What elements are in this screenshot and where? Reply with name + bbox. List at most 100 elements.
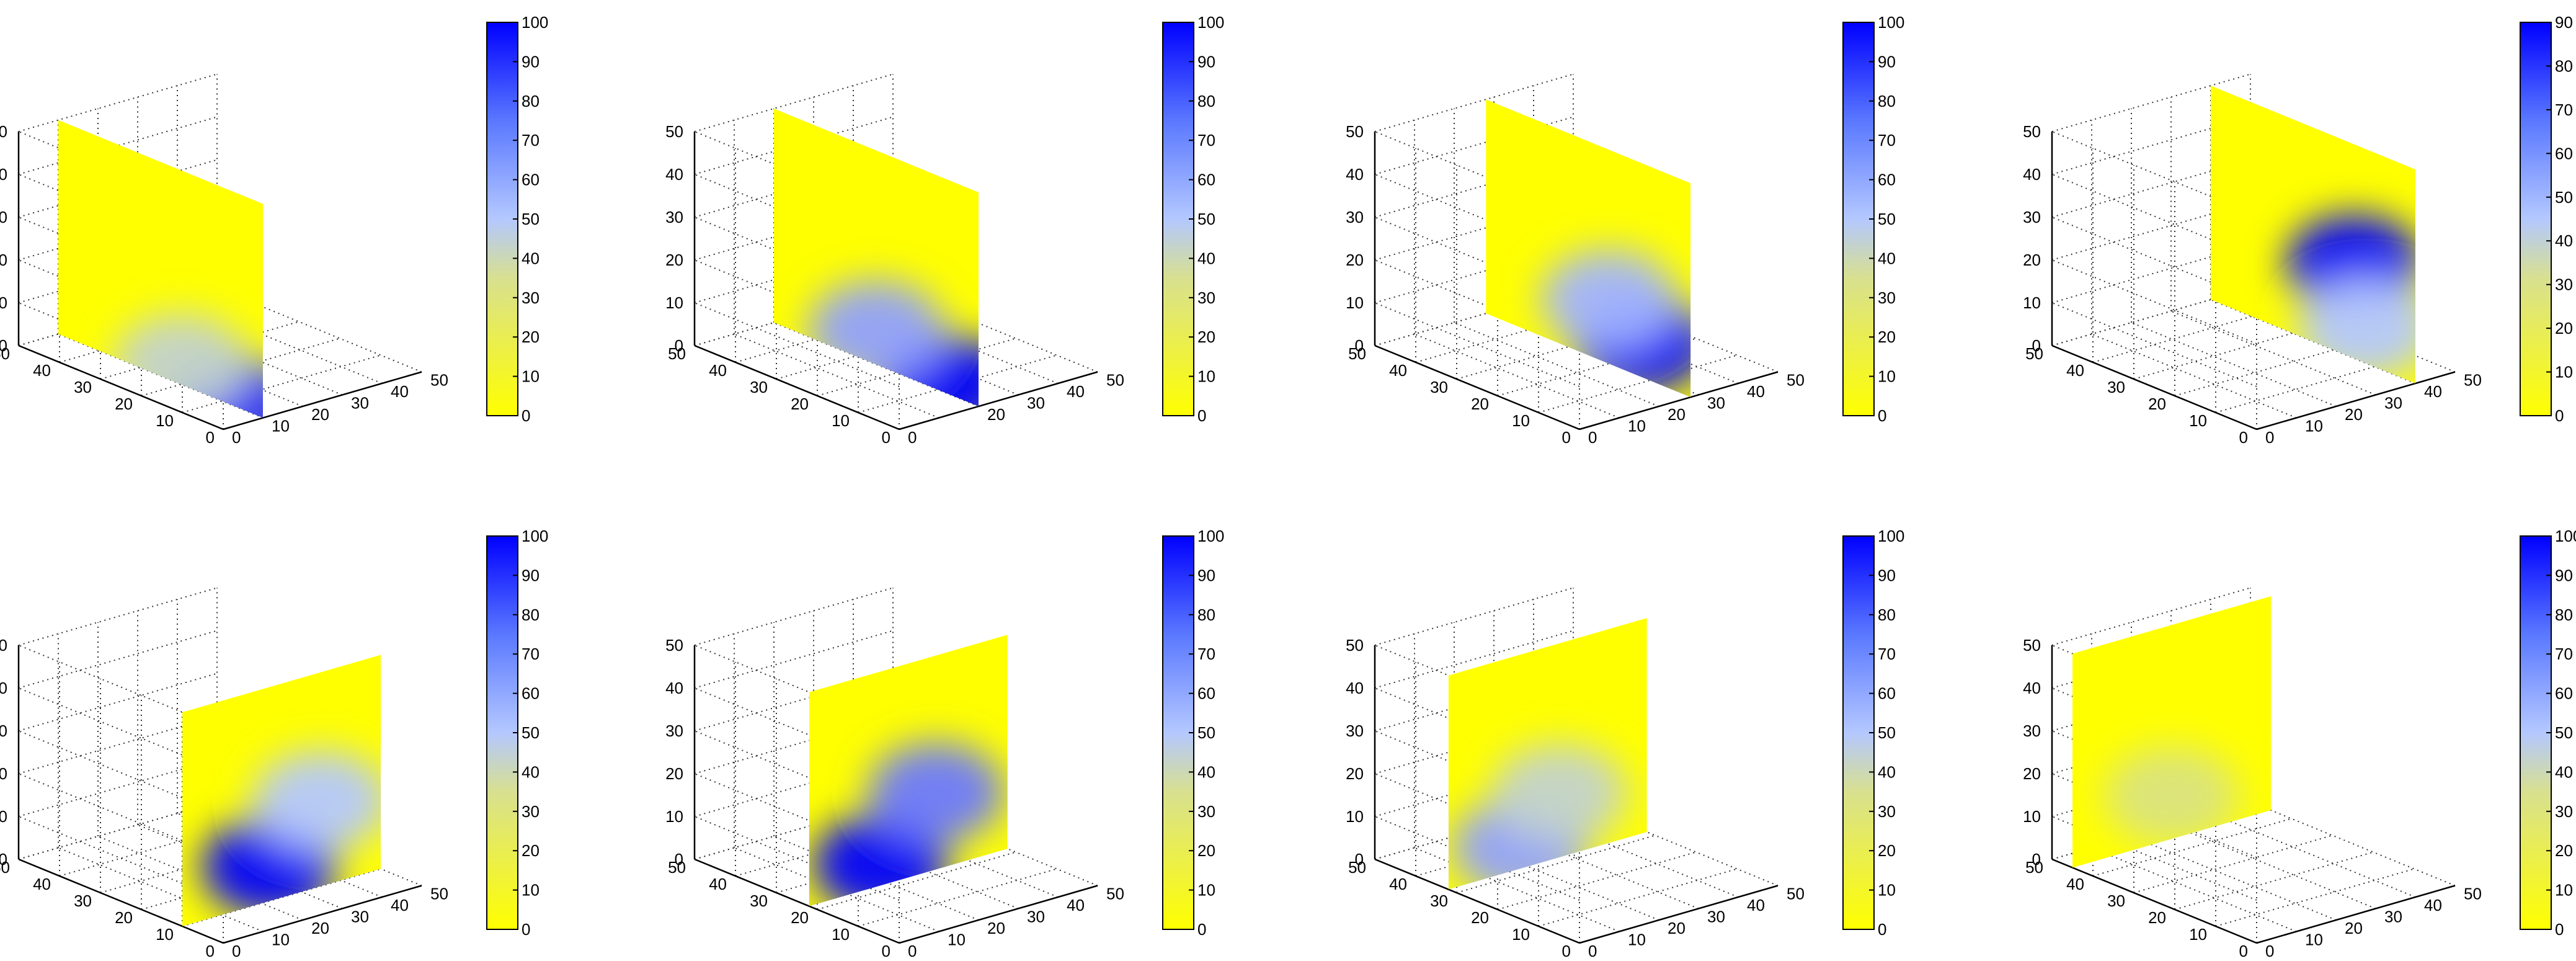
y-axis-line — [2051, 858, 2257, 944]
y-tick-label: 10 — [2189, 411, 2207, 430]
y-tick-label: 50 — [668, 858, 686, 877]
x-axis-line — [2256, 371, 2456, 431]
colorbar-tick-label: 70 — [1878, 131, 1896, 150]
x-tick-label: 20 — [2345, 405, 2363, 424]
grid-line — [1374, 73, 1574, 132]
y-tick-label: 50 — [1348, 344, 1366, 363]
y-tick-label: 30 — [1430, 892, 1448, 910]
colorbar-tick-label: 40 — [522, 762, 540, 781]
y-tick-label: 50 — [2025, 344, 2043, 363]
colorbar-tick-label: 90 — [1197, 52, 1215, 71]
y-tick-label: 10 — [1512, 925, 1530, 944]
grid-line — [1374, 816, 1580, 901]
grid-line — [694, 687, 900, 772]
z-tick-label: 40 — [665, 165, 683, 184]
x-axis-line — [2256, 885, 2456, 944]
axes — [1374, 132, 1779, 431]
x-tick-label: 50 — [430, 885, 448, 903]
x-tick-label: 10 — [948, 931, 966, 949]
y-tick-label: 40 — [1389, 875, 1407, 893]
colorbar-tick-label: 0 — [1197, 920, 1206, 939]
colorbar-gradient — [1842, 22, 1875, 416]
colorbar-tick-label: 20 — [1878, 841, 1896, 860]
grid-line — [18, 131, 224, 216]
grid-line — [1414, 333, 1620, 419]
x-tick-label: 0 — [232, 942, 241, 960]
colorbar-tick-label: 30 — [2555, 802, 2573, 821]
z-tick-label: 40 — [0, 165, 7, 184]
x-tick-label: 20 — [311, 405, 329, 424]
grid-line — [694, 174, 900, 259]
colorbar-tick-label: 100 — [1197, 13, 1224, 32]
axes — [17, 132, 422, 431]
z-tick-label: 0 — [2032, 336, 2041, 355]
y-tick-label: 10 — [2189, 925, 2207, 944]
colorbar-tick-label: 90 — [2555, 13, 2573, 32]
grid-line — [2051, 302, 2257, 387]
x-tick-label: 20 — [1668, 405, 1686, 424]
z-tick-label: 50 — [0, 122, 7, 141]
y-tick-label: 40 — [2066, 875, 2084, 893]
x-tick-label: 20 — [987, 919, 1005, 937]
z-tick-label: 10 — [2023, 293, 2041, 312]
grid-line — [2170, 310, 2376, 396]
z-tick-label: 0 — [675, 850, 683, 869]
y-tick-label: 20 — [1471, 908, 1489, 927]
x-tick-label: 20 — [311, 919, 329, 937]
x-tick-label: 0 — [1588, 428, 1597, 447]
x-tick-label: 10 — [2305, 931, 2323, 949]
x-tick-label: 40 — [2424, 382, 2442, 401]
y-tick-label: 40 — [33, 875, 51, 893]
subplot-5: 0102030405050403020100010203040501009080… — [0, 527, 548, 960]
y-tick-label: 40 — [1389, 361, 1407, 380]
colorbar-tick-label: 20 — [522, 328, 540, 346]
z-tick-label: 10 — [1346, 293, 1364, 312]
grid-line — [18, 730, 224, 815]
z-tick-label: 40 — [2023, 165, 2041, 184]
hotspot — [2103, 746, 2240, 846]
grid-line — [694, 816, 900, 901]
x-tick-label: 50 — [1106, 885, 1124, 903]
grid-line — [1374, 773, 1580, 858]
colorbar-gradient — [1842, 535, 1875, 930]
colorbar-tick-label: 80 — [1878, 92, 1896, 110]
colorbar-tick-label: 60 — [1197, 171, 1215, 189]
z-tick-label: 10 — [0, 807, 7, 826]
grid-line — [1374, 174, 1580, 259]
z-tick-label: 0 — [675, 336, 683, 355]
z-tick-label: 0 — [2032, 850, 2041, 869]
y-tick-label: 20 — [2148, 395, 2166, 413]
colorbar-tick-label: 0 — [2555, 920, 2564, 939]
y-tick-label: 40 — [2066, 361, 2084, 380]
grid-line — [694, 773, 900, 858]
x-tick-label: 50 — [430, 371, 448, 390]
y-tick-label: 40 — [709, 361, 727, 380]
y-tick-label: 10 — [156, 925, 174, 944]
x-tick-label: 40 — [1747, 382, 1765, 401]
grid-line — [18, 645, 224, 730]
grid-line — [773, 836, 979, 921]
grid-line — [97, 836, 303, 921]
colorbar-gradient — [486, 535, 518, 930]
grid-line — [18, 816, 224, 901]
y-tick-label: 0 — [206, 942, 215, 960]
y-tick-label: 30 — [1430, 378, 1448, 396]
z-tick-label: 50 — [0, 636, 7, 655]
colorbar-tick-label: 40 — [1878, 762, 1896, 781]
grid-line — [734, 333, 939, 419]
colorbar-tick-label: 90 — [1878, 566, 1896, 584]
colorbar-tick-label: 20 — [1878, 328, 1896, 346]
x-tick-label: 50 — [2464, 371, 2482, 390]
x-tick-label: 30 — [351, 394, 369, 413]
x-tick-label: 40 — [1067, 382, 1085, 401]
colorbar-tick-label: 20 — [2555, 841, 2573, 860]
colorbar-tick-label: 10 — [1878, 367, 1896, 386]
grid-line — [2051, 259, 2257, 344]
x-tick-label: 10 — [272, 417, 290, 436]
colorbar-tick-label: 50 — [1878, 210, 1896, 228]
colorbar-tick-label: 60 — [522, 171, 540, 189]
colorbar-tick-label: 30 — [1197, 802, 1215, 821]
